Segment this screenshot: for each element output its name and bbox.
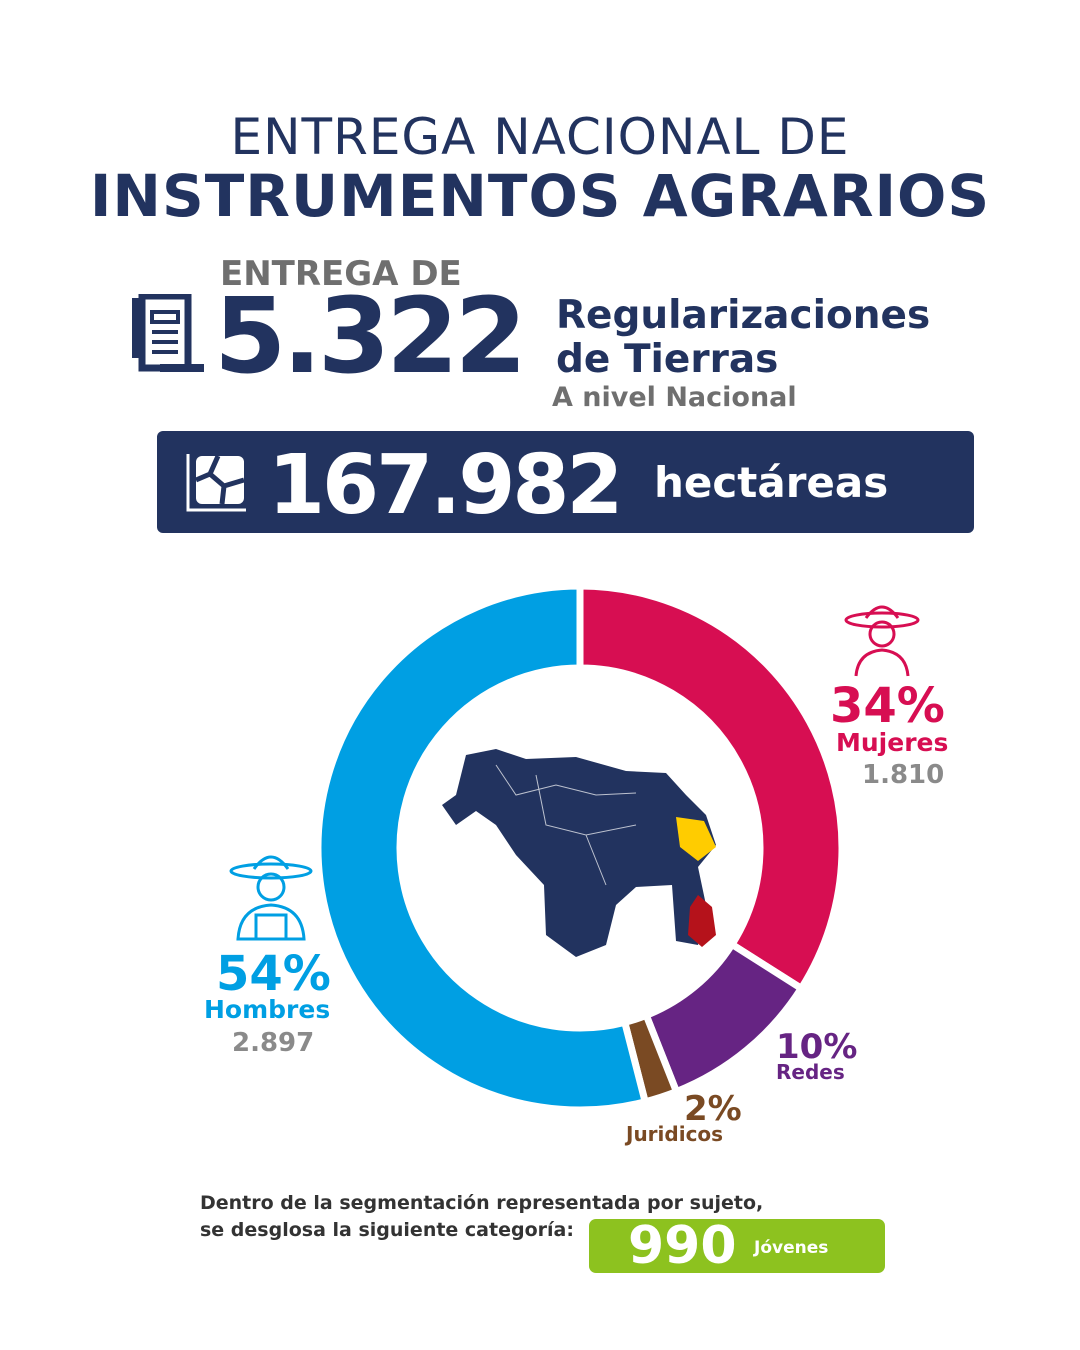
venezuela-map (442, 749, 716, 957)
mujeres-percent: 34% (830, 678, 945, 734)
donut-slice-hombres (314, 582, 650, 1114)
title-line-2: INSTRUMENTOS AGRARIOS (89, 162, 991, 230)
land-plot-icon (186, 454, 246, 512)
hombres-percent: 54% (216, 946, 331, 1002)
mujeres-count: 1.810 (862, 760, 945, 790)
hombres-count: 2.897 (232, 1028, 315, 1058)
mujeres-label: Mujeres (836, 728, 949, 757)
footer-text: Dentro de la segmentación representada p… (200, 1190, 763, 1244)
donut-chart (314, 582, 846, 1114)
redes-label: Redes (776, 1060, 845, 1084)
scope-label: A nivel Nacional (552, 382, 797, 413)
donut-slice-mujeres (576, 582, 846, 994)
juridicos-percent: 2% (684, 1089, 742, 1129)
regularizaciones-label: Regularizaciones de Tierras (556, 294, 930, 382)
jovenes-badge (589, 1219, 885, 1273)
regularizaciones-label-1: Regularizaciones (556, 293, 931, 338)
document-stack-icon (132, 294, 204, 372)
footer-line-1: Dentro de la segmentación representada p… (200, 1192, 764, 1214)
hombres-label: Hombres (204, 995, 331, 1024)
hectareas-banner (157, 431, 974, 533)
juridicos-label: Juridicos (626, 1122, 724, 1146)
regularizaciones-label-2: de Tierras (556, 337, 779, 382)
hectareas-label: hectáreas (654, 458, 889, 507)
female-farmer-icon (844, 605, 920, 677)
regularizaciones-number: 5.322 (214, 275, 527, 397)
title-line-1: ENTREGA NACIONAL DE (230, 108, 850, 166)
jovenes-number: 990 (628, 1216, 737, 1276)
footer-line-2: se desglosa la siguiente categoría: (200, 1219, 574, 1241)
hectareas-number: 167.982 (268, 438, 623, 533)
entrega-prefix: ENTREGA DE (220, 254, 462, 294)
redes-percent: 10% (776, 1027, 858, 1067)
male-farmer-icon (229, 855, 313, 941)
jovenes-label: Jóvenes (754, 1238, 829, 1258)
